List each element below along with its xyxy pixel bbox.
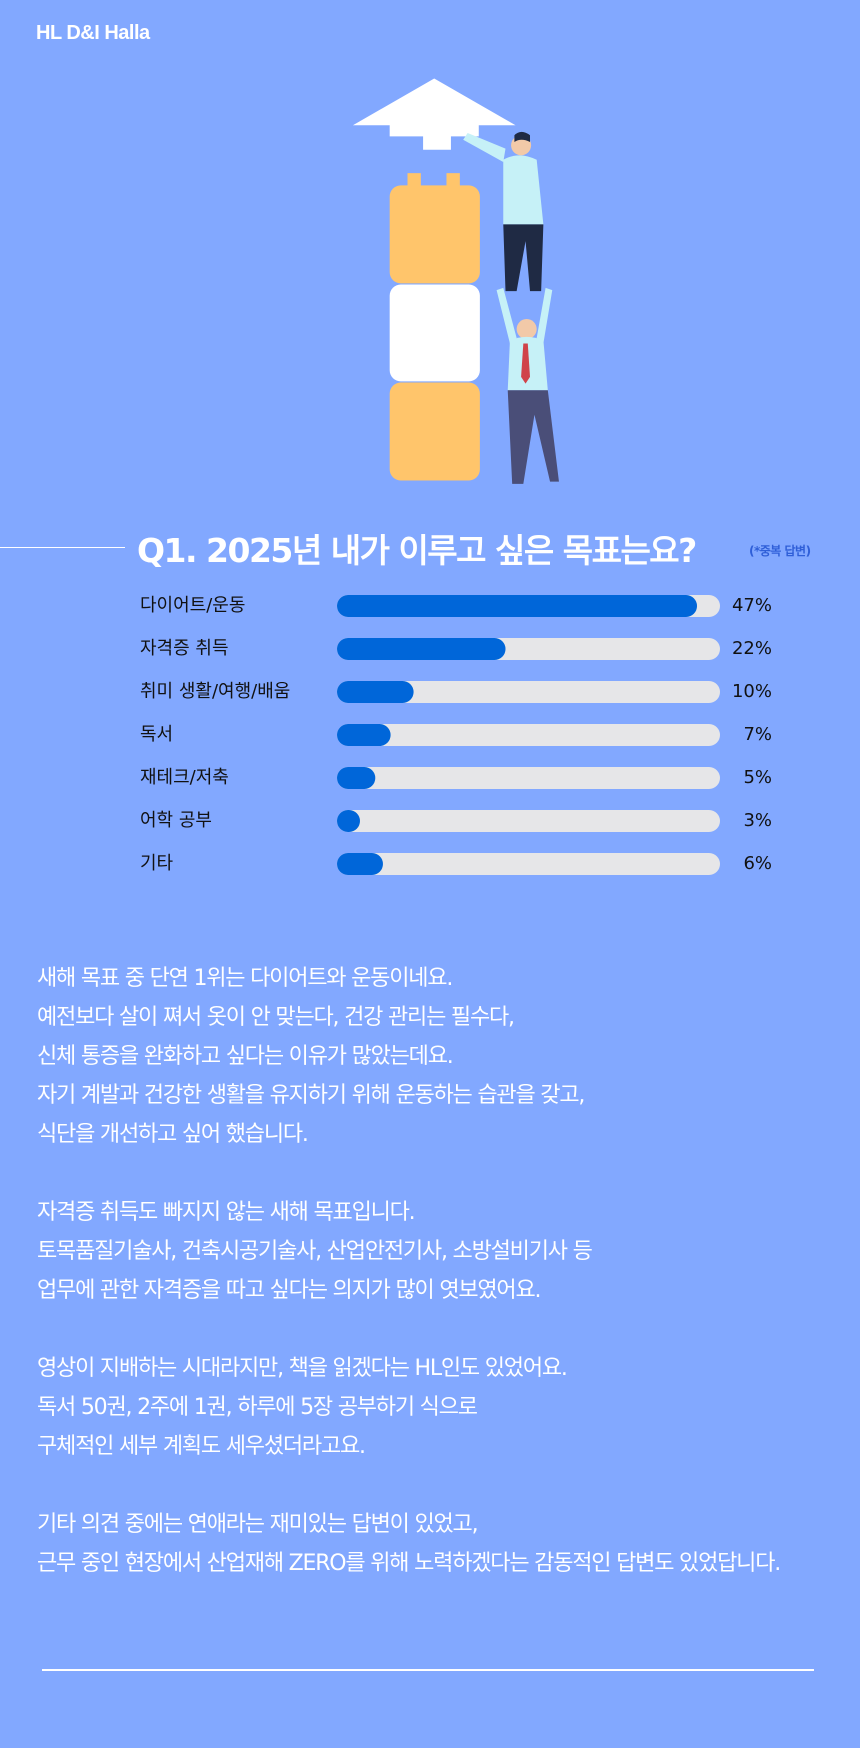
paragraph: 기타 의견 중에는 연애라는 재미있는 답변이 있었고, 근무 중인 현장에서 산… [37,1505,852,1583]
bar-track [337,724,720,746]
bar [337,767,376,789]
bar [337,724,391,746]
value-label: 7% [743,724,772,745]
illustration [352,78,559,484]
divider [42,1669,814,1671]
value-label: 10% [732,681,772,702]
text-line: 예전보다 살이 쪄서 옷이 안 맞는다, 건강 관리는 필수다, [37,1005,515,1030]
bar [337,595,698,617]
bar [337,853,383,875]
text-line: 신체 통증을 완화하고 싶다는 이유가 많았는데요. [37,1044,454,1069]
body-text: 새해 목표 중 단연 1위는 다이어트와 운동이네요. 예전보다 살이 쪄서 옷이… [37,959,852,1622]
category-label: 자격증 취득 [140,638,229,659]
bar-track [337,767,720,789]
bar [337,810,360,832]
logo: HL D&I Halla [36,22,150,44]
text-line: 식단을 개선하고 싶어 했습니다. [37,1122,309,1147]
divider [0,547,125,548]
chart: 다이어트/운동 47% 자격증 취득 22% 취미 생활/여행/배움 10% 독서 7% 재테크… [140,595,772,875]
category-label: 기타 [140,853,174,874]
bar [337,681,414,703]
text-line: 영상이 지배하는 시대라지만, 책을 읽겠다는 HL인도 있었어요. [37,1356,568,1381]
text-line: 자기 계발과 건강한 생활을 유지하기 위해 운동하는 습관을 갖고, [37,1083,585,1108]
value-label: 5% [743,767,772,788]
text-line: 구체적인 세부 계획도 세우셨더라고요. [37,1434,366,1459]
text-line: 기타 의견 중에는 연애라는 재미있는 답변이 있었고, [37,1512,479,1537]
chart-title: Q1. 2025년 내가 이루고 싶은 목표는요? [137,531,697,570]
bar [337,638,506,660]
category-label: 재테크/저축 [140,767,229,788]
chart-subtitle: (*중복 답변) [749,544,811,558]
text-line: 자격증 취득도 빠지지 않는 새해 목표입니다. [37,1200,416,1225]
bar-track [337,810,720,832]
category-label: 독서 [140,724,173,745]
value-label: 22% [732,638,772,659]
bar-track [337,681,720,703]
bar-track [337,853,720,875]
paragraph: 영상이 지배하는 시대라지만, 책을 읽겠다는 HL인도 있었어요. 독서 50권… [37,1349,852,1466]
category-label: 다이어트/운동 [140,595,245,616]
text-line: 새해 목표 중 단연 1위는 다이어트와 운동이네요. [37,966,453,991]
paragraph: 자격증 취득도 빠지지 않는 새해 목표입니다. 토목품질기술사, 건축시공기술사… [37,1193,852,1310]
text-line: 토목품질기술사, 건축시공기술사, 산업안전기사, 소방설비기사 등 [37,1239,593,1264]
category-label: 어학 공부 [140,810,212,831]
category-label: 취미 생활/여행/배움 [140,681,290,702]
value-label: 47% [732,595,772,616]
text-line: 근무 중인 현장에서 산업재해 ZERO를 위해 노력하겠다는 감동적인 답변도… [37,1551,781,1576]
text-line: 독서 50권, 2주에 1권, 하루에 5장 공부하기 식으로 [37,1395,478,1420]
text-line: 업무에 관한 자격증을 따고 싶다는 의지가 많이 엿보였어요. [37,1278,542,1303]
paragraph: 새해 목표 중 단연 1위는 다이어트와 운동이네요. 예전보다 살이 쪄서 옷이… [37,959,852,1154]
value-label: 3% [743,810,772,831]
value-label: 6% [743,853,772,874]
